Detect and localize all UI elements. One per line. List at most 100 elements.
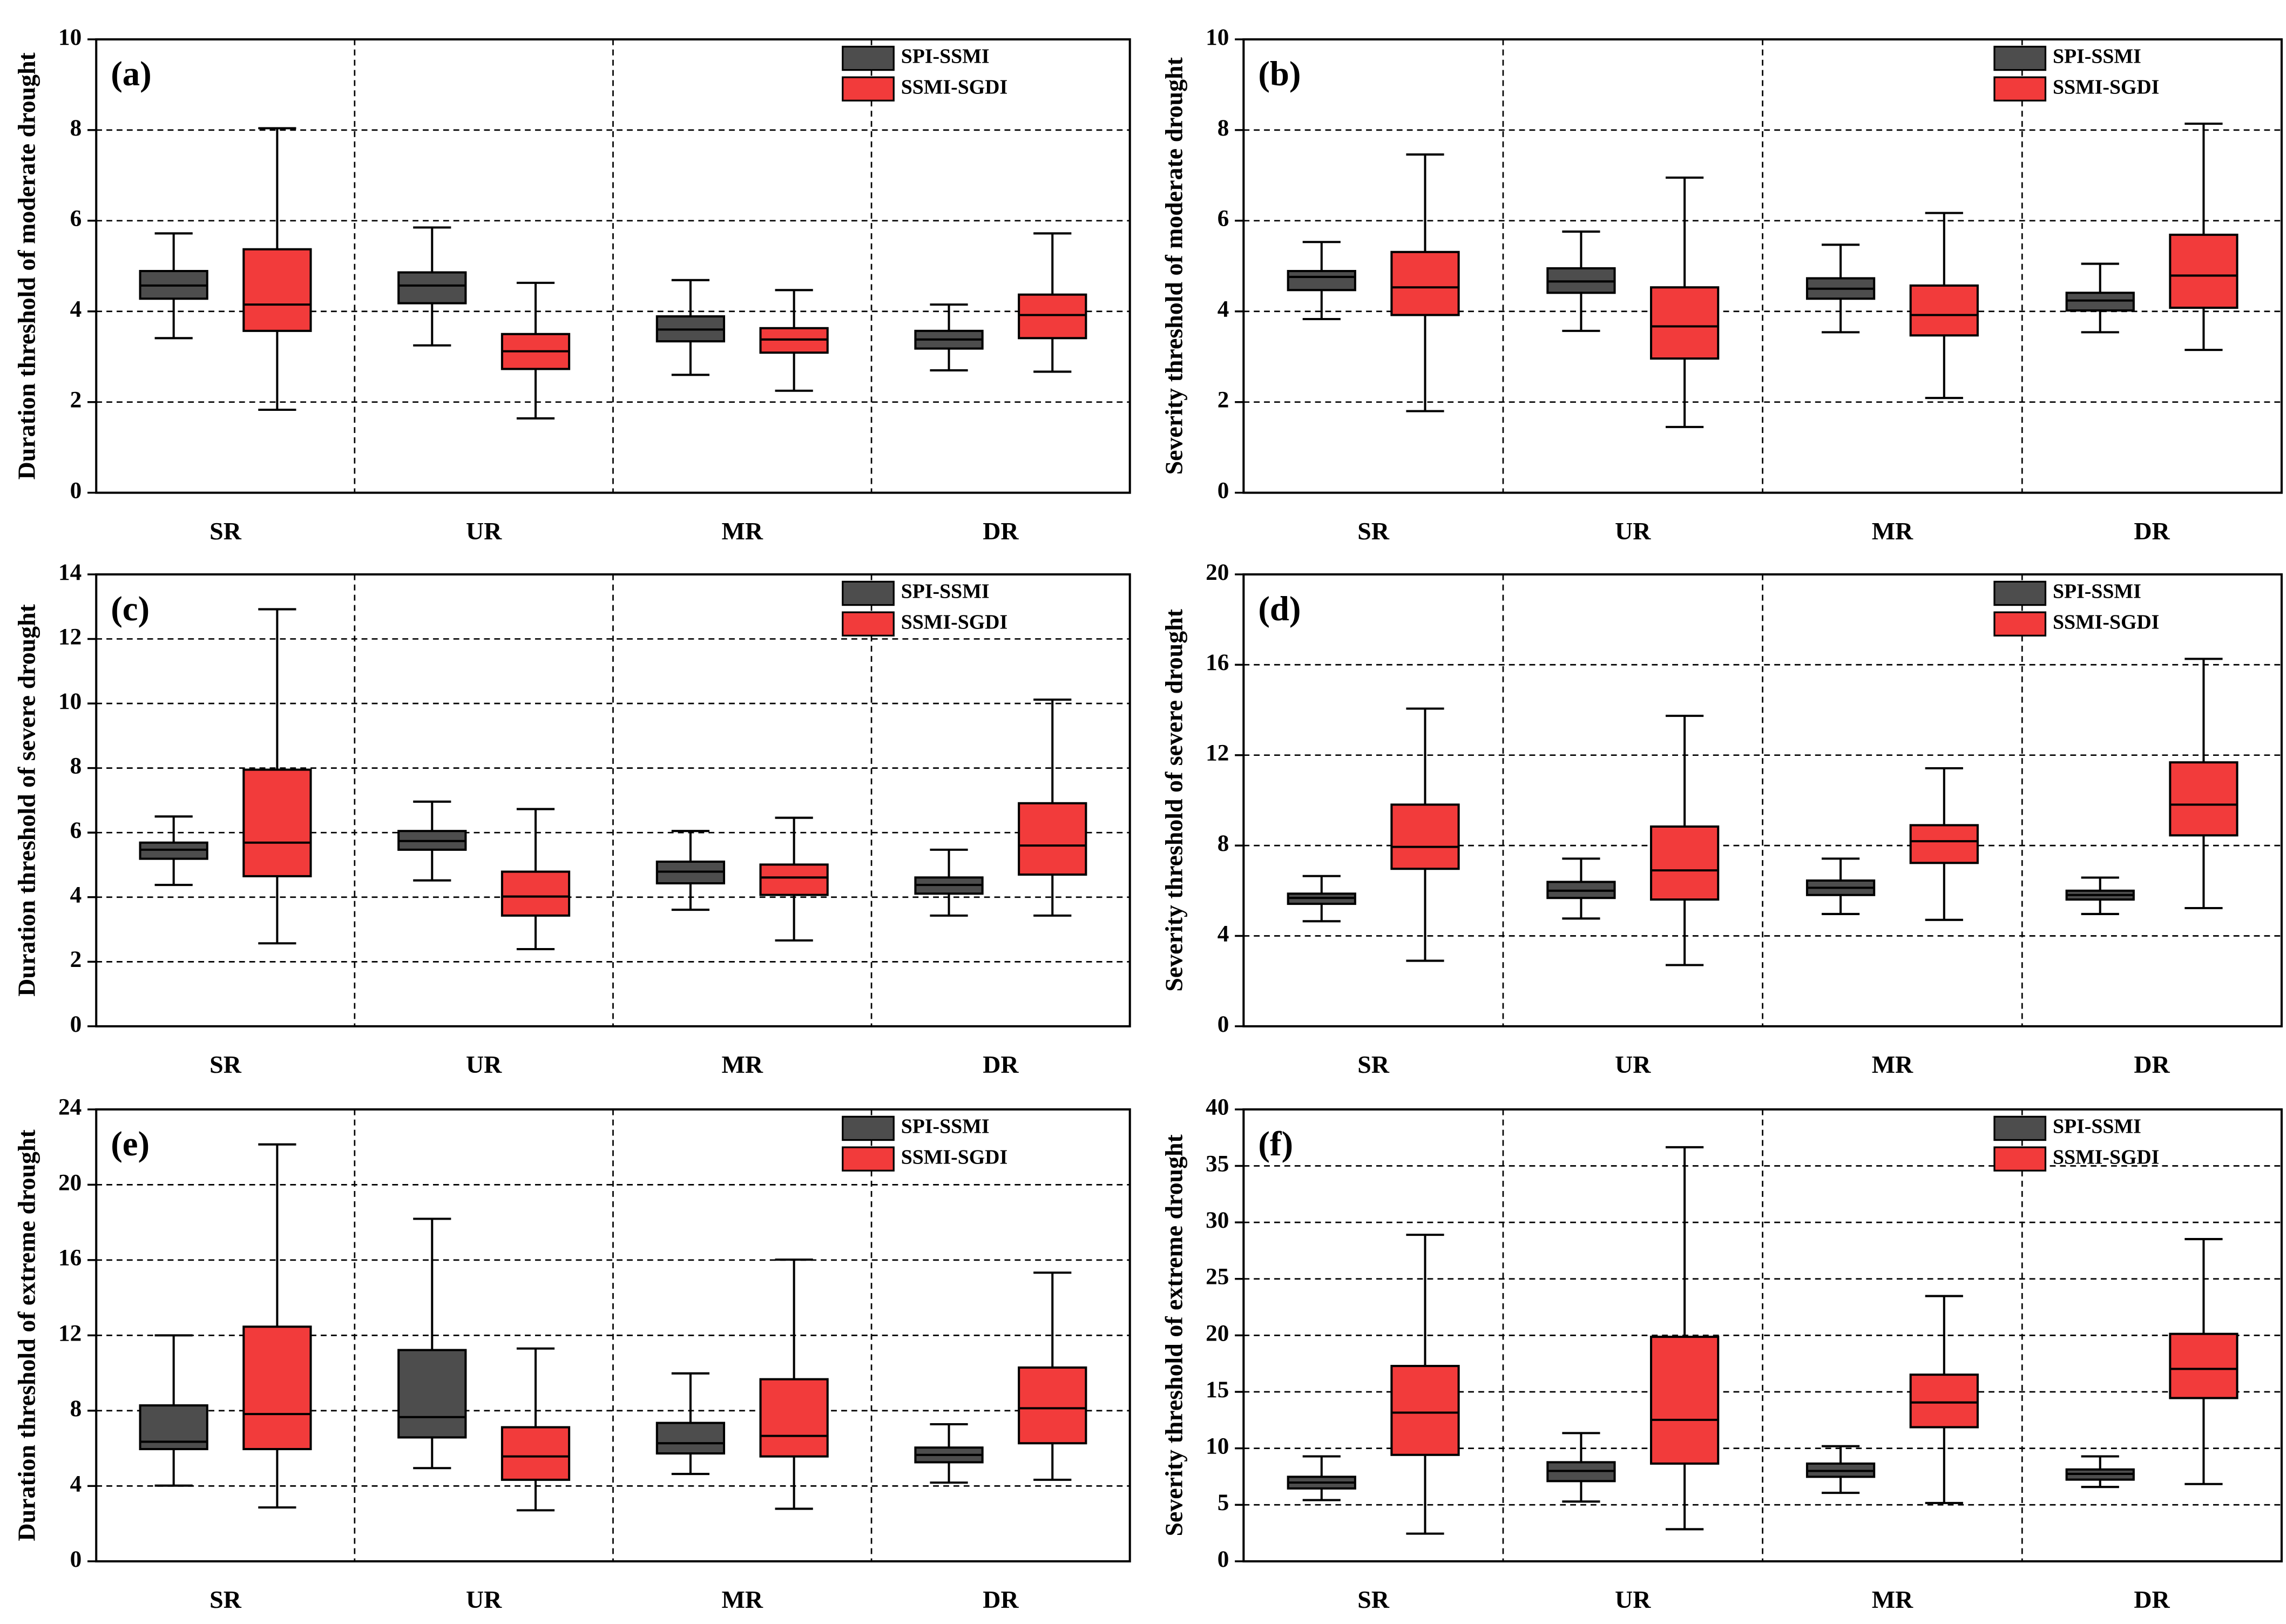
box [397, 271, 467, 304]
box [655, 1422, 726, 1455]
y-tick-label: 2 [1218, 388, 1229, 413]
box [1287, 269, 1356, 292]
y-tick-label: 14 [58, 560, 82, 585]
y-tick-label: 0 [1218, 1547, 1229, 1572]
y-tick-label: 4 [1218, 297, 1229, 322]
y-tick-label: 4 [70, 297, 82, 322]
box [1909, 1373, 1979, 1429]
box [397, 1349, 467, 1439]
plot-frame [1242, 1108, 2283, 1562]
x-tick-label: MR [1872, 1051, 1913, 1078]
x-tick-label: UR [1615, 1051, 1651, 1078]
box [501, 870, 571, 917]
y-tick-label: 6 [70, 818, 82, 843]
x-tick-label: MR [722, 1051, 763, 1078]
y-tick-label: 4 [70, 1471, 82, 1497]
x-tick-label: DR [2134, 1051, 2170, 1078]
legend-swatch [842, 1115, 895, 1141]
y-axis-label: Severity threshold of moderate drought [1160, 57, 1188, 475]
legend-swatch [842, 580, 895, 606]
x-tick-label: DR [2134, 1586, 2170, 1613]
legend-swatch [842, 76, 895, 102]
y-tick-label: 0 [70, 1012, 82, 1037]
legend-swatch [1993, 1146, 2047, 1172]
legend-swatch [1993, 1115, 2047, 1141]
legend-label: SPI-SSMI [901, 45, 990, 68]
x-tick-label: SR [209, 1051, 242, 1078]
x-tick-label: DR [983, 1051, 1019, 1078]
box [1909, 284, 1979, 337]
y-tick-label: 10 [58, 25, 82, 50]
panel-label: (a) [111, 55, 152, 93]
legend-swatch [1993, 580, 2047, 606]
y-tick-label: 2 [70, 388, 82, 413]
legend-label: SPI-SSMI [901, 1115, 990, 1138]
x-tick-label: MR [1872, 517, 1913, 545]
box [1390, 251, 1460, 316]
legend-label: SSMI-SGDI [901, 1146, 1007, 1168]
box [242, 248, 312, 332]
y-tick-label: 6 [70, 206, 82, 232]
legend-swatch [842, 1146, 895, 1172]
box [501, 1426, 571, 1481]
y-tick-label: 8 [70, 1396, 82, 1422]
y-tick-label: 0 [1218, 1012, 1229, 1037]
y-tick-label: 16 [58, 1246, 82, 1271]
panel-label: (b) [1258, 55, 1301, 93]
panel-label: (c) [111, 590, 150, 628]
y-axis-label: Duration threshold of moderate drought [13, 52, 40, 479]
legend-swatch [1993, 45, 2047, 71]
box [1018, 293, 1087, 340]
legend-label: SSMI-SGDI [2053, 76, 2159, 98]
legend-label: SSMI-SGDI [901, 76, 1007, 98]
y-tick-label: 8 [70, 116, 82, 141]
x-tick-label: UR [466, 517, 502, 545]
y-tick-label: 10 [58, 689, 82, 714]
plot-frame [1242, 573, 2283, 1027]
legend-label: SPI-SSMI [2053, 45, 2141, 68]
y-tick-label: 12 [58, 624, 82, 649]
y-tick-label: 35 [1206, 1151, 1229, 1176]
panel-label: (d) [1258, 590, 1301, 628]
box [1390, 1365, 1460, 1456]
x-tick-label: MR [722, 1586, 763, 1613]
x-tick-label: DR [983, 517, 1019, 545]
x-tick-label: MR [722, 517, 763, 545]
plot-frame [95, 573, 1131, 1027]
y-tick-label: 40 [1206, 1095, 1229, 1120]
y-tick-label: 5 [1218, 1490, 1229, 1515]
legend-label: SPI-SSMI [901, 580, 990, 603]
x-tick-label: SR [209, 1586, 242, 1613]
y-axis-label: Duration threshold of extreme drought [13, 1129, 40, 1541]
y-axis-label: Duration threshold of severe drought [13, 604, 40, 996]
box [1018, 802, 1087, 876]
x-tick-label: SR [1357, 1051, 1390, 1078]
legend-label: SSMI-SGDI [2053, 611, 2159, 633]
x-tick-label: SR [1357, 1586, 1390, 1613]
box [2065, 292, 2135, 312]
y-axis-label: Severity threshold of extreme drought [1160, 1134, 1188, 1536]
y-tick-label: 25 [1206, 1264, 1229, 1290]
x-tick-label: SR [1357, 517, 1390, 545]
box [1650, 825, 1720, 901]
plot-frame [95, 38, 1131, 494]
box [2169, 1332, 2238, 1399]
x-tick-label: UR [466, 1586, 502, 1613]
y-tick-label: 6 [1218, 206, 1229, 232]
y-tick-label: 4 [70, 883, 82, 908]
panel-label: (f) [1258, 1125, 1293, 1163]
box [1650, 286, 1720, 360]
legend-label: SPI-SSMI [2053, 1115, 2141, 1138]
x-tick-label: MR [1872, 1586, 1913, 1613]
box [2169, 761, 2238, 837]
box [242, 768, 312, 877]
y-tick-label: 20 [1206, 1321, 1229, 1346]
x-tick-label: DR [983, 1586, 1019, 1613]
legend-swatch [1993, 611, 2047, 637]
x-tick-label: UR [1615, 1586, 1651, 1613]
y-tick-label: 12 [1206, 741, 1229, 766]
y-axis-label: Severity threshold of severe drought [1160, 608, 1188, 991]
y-tick-label: 16 [1206, 650, 1229, 675]
box [1390, 803, 1460, 870]
